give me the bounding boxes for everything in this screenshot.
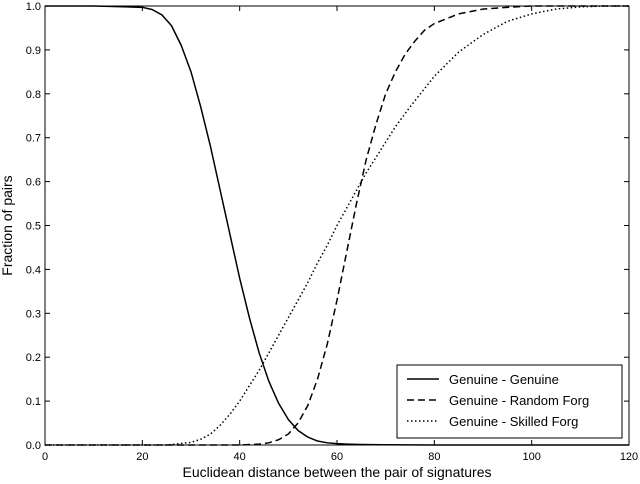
x-tick-label: 20 bbox=[136, 451, 148, 463]
x-tick-label: 40 bbox=[234, 451, 246, 463]
y-axis-ticks: 0.0 0.1 0.2 0.3 0.4 0.5 0.6 0.7 0.8 0.9 1.0 bbox=[26, 1, 629, 452]
x-axis-label: Euclidean distance between the pair of s… bbox=[183, 464, 492, 480]
y-axis-label: Fraction of pairs bbox=[0, 175, 15, 275]
y-tick-label: 0.5 bbox=[26, 221, 41, 233]
y-tick-label: 0.0 bbox=[26, 440, 41, 452]
legend-label-genuine-genuine: Genuine - Genuine bbox=[449, 372, 559, 387]
y-tick-label: 0.4 bbox=[26, 264, 41, 276]
x-tick-label: 80 bbox=[428, 451, 440, 463]
y-tick-label: 0.3 bbox=[26, 308, 41, 320]
legend: Genuine - Genuine Genuine - Random Forg … bbox=[396, 364, 623, 439]
x-tick-label: 0 bbox=[42, 451, 48, 463]
y-tick-label: 0.8 bbox=[26, 89, 41, 101]
y-tick-label: 0.1 bbox=[26, 396, 41, 408]
legend-label-skilled-forg: Genuine - Skilled Forg bbox=[449, 414, 578, 429]
y-tick-label: 0.9 bbox=[26, 45, 41, 57]
x-axis-ticks: 0 20 40 60 80 100 120 bbox=[42, 6, 638, 463]
y-tick-label: 0.7 bbox=[26, 133, 41, 145]
series-line-genuine-random-forg bbox=[45, 5, 629, 446]
series-line-genuine-skilled-forg bbox=[45, 5, 629, 446]
y-tick-label: 0.2 bbox=[26, 352, 41, 364]
y-tick-label: 1.0 bbox=[26, 1, 41, 13]
legend-box bbox=[396, 364, 623, 439]
legend-label-random-forg: Genuine - Random Forg bbox=[449, 393, 589, 408]
x-tick-label: 120 bbox=[620, 451, 638, 463]
x-tick-label: 100 bbox=[522, 451, 540, 463]
x-tick-label: 60 bbox=[331, 451, 343, 463]
y-tick-label: 0.6 bbox=[26, 177, 41, 189]
